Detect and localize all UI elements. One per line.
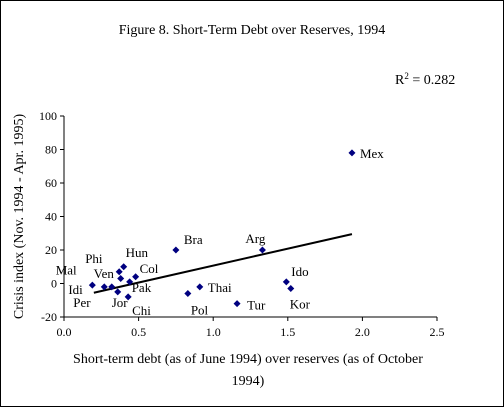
point-label-mal: Mal <box>56 262 77 277</box>
data-point-pol <box>184 290 192 298</box>
data-point-col <box>132 273 140 281</box>
x-tick-label: 0.0 <box>57 325 72 339</box>
y-tick-label: 80 <box>45 143 57 157</box>
data-point-idi <box>88 281 96 289</box>
point-label-col: Col <box>140 261 159 276</box>
point-label-tur: Tur <box>247 298 266 313</box>
data-point-jor <box>108 283 116 291</box>
x-tick-label: 2.0 <box>355 325 370 339</box>
x-tick-label: 1.5 <box>280 325 295 339</box>
data-point-phi <box>115 268 123 276</box>
y-tick-label: 0 <box>51 277 57 291</box>
point-label-thai: Thai <box>208 280 232 295</box>
trendline <box>93 233 353 294</box>
data-point-thai <box>196 283 204 291</box>
point-label-arg: Arg <box>245 231 265 246</box>
x-tick-label: 2.5 <box>430 325 445 339</box>
axes: -20 0 20 40 60 80 100 0.0 0.5 1.0 1.5 2.0 2.5 <box>39 109 445 339</box>
y-axis-label: Crisis index (Nov. 1994 - Apr. 1995) <box>12 114 27 320</box>
x-axis-label-line-2: 1994) <box>232 374 265 389</box>
data-point-mex <box>348 149 356 157</box>
point-label-pak: Pak <box>132 280 152 295</box>
data-point-kor <box>287 285 295 293</box>
point-label-chi: Chi <box>132 303 151 318</box>
r-squared-r: R <box>395 73 405 88</box>
point-label-kor: Kor <box>290 297 311 312</box>
point-label-ido: Ido <box>291 264 308 279</box>
data-point-chi <box>124 293 132 301</box>
data-point-hun <box>120 263 128 271</box>
data-point-tur <box>233 300 241 308</box>
y-tick-label: 60 <box>45 176 57 190</box>
x-tick-label: 1.0 <box>206 325 221 339</box>
y-tick-label: -20 <box>41 310 57 324</box>
x-axis-label-line-1: Short-term debt (as of June 1994) over r… <box>73 352 423 367</box>
data-point-ven <box>126 278 134 286</box>
y-tick-label: 20 <box>45 243 57 257</box>
x-tick-label: 0.5 <box>131 325 146 339</box>
y-tick-label: 100 <box>39 109 57 123</box>
point-label-hun: Hun <box>126 245 149 260</box>
point-label-idi: Idi <box>68 282 83 297</box>
point-label-bra: Bra <box>184 232 203 247</box>
y-tick-label: 40 <box>45 210 57 224</box>
data-point-pak <box>114 288 122 296</box>
r-squared-annotation: R2 = 0.282 <box>395 71 455 88</box>
chart-title: Figure 8. Short-Term Debt over Reserves,… <box>119 23 386 38</box>
data-point-bra <box>172 246 180 254</box>
point-label-ven: Ven <box>94 266 115 281</box>
point-label-per: Per <box>73 295 91 310</box>
data-point-per <box>100 283 108 291</box>
point-label-jor: Jor <box>112 295 129 310</box>
data-points: Mex Arg Bra Ido Kor Tur Thai Pol Hun Phi Col Mal Ven… <box>56 146 385 318</box>
point-label-pol: Pol <box>191 303 209 318</box>
data-point-mal <box>117 274 125 282</box>
point-label-phi: Phi <box>85 251 103 266</box>
data-point-ido <box>282 278 290 286</box>
r-squared-value: = 0.282 <box>409 73 455 88</box>
data-point-arg <box>258 246 266 254</box>
r-squared-exponent: 2 <box>404 71 409 81</box>
point-label-mex: Mex <box>360 146 384 161</box>
